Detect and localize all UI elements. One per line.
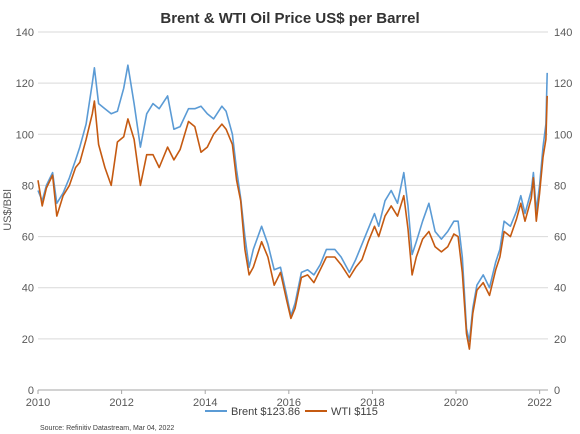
y-tick-label-right: 20 [554,334,566,346]
y-tick-label-left: 120 [16,78,34,90]
y-tick-label-right: 120 [554,78,572,90]
legend-label: Brent $123.86 [231,406,300,418]
y-tick-label-right: 0 [554,385,560,397]
series-line-brent [37,64,548,343]
source-note: Source: Refinitiv Datastream, Mar 04, 20… [40,425,174,432]
y-tick-label-left: 40 [22,283,34,295]
y-tick-label-right: 100 [554,129,572,141]
x-tick-label: 2016 [277,397,301,409]
legend-label: WTI $115 [331,406,378,418]
x-tick-label: 2012 [109,397,133,409]
y-tick-label-left: 100 [16,129,34,141]
y-tick-label-left: 140 [16,27,34,39]
y-tick-label-right: 40 [554,283,566,295]
y-tick-label-left: 60 [22,232,34,244]
x-tick-label: 2014 [193,397,217,409]
y-axis-right-ticks: 0 20 40 60 80 100 120 140 [554,27,572,397]
x-axis-ticks: 2010 2012 2014 2016 2018 2020 2022 [26,390,552,409]
series-line-wti [37,95,548,350]
y-tick-label-left: 80 [22,180,34,192]
x-tick-label: 2010 [26,397,50,409]
y-axis-left-ticks: 0 20 40 60 80 100 120 140 [16,27,34,397]
gridlines [38,31,548,391]
y-tick-label-left: 0 [28,385,34,397]
x-tick-label: 2020 [444,397,468,409]
y-tick-label-right: 80 [554,180,566,192]
y-tick-label-right: 60 [554,232,566,244]
y-axis-label: US$/BBl [2,189,14,231]
legend: Brent $123.86 WTI $115 [205,406,378,418]
chart-title: Brent & WTI Oil Price US$ per Barrel [160,10,419,27]
x-tick-label: 2018 [360,397,384,409]
series-lines [37,64,548,350]
y-tick-label-right: 140 [554,27,572,39]
y-tick-label-left: 20 [22,334,34,346]
x-tick-label: 2022 [527,397,551,409]
